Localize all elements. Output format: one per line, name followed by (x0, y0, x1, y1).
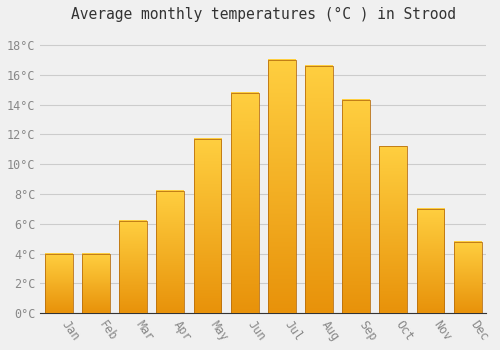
Bar (156, 191, 184, 313)
Bar (416, 209, 444, 313)
Bar (120, 221, 147, 313)
Bar (45, 254, 73, 313)
Bar (380, 146, 407, 313)
Bar (305, 66, 333, 313)
Bar (194, 139, 222, 313)
Bar (268, 60, 296, 313)
Title: Average monthly temperatures (°C ) in Strood: Average monthly temperatures (°C ) in St… (71, 7, 456, 22)
Bar (342, 100, 370, 313)
Bar (82, 254, 110, 313)
Bar (231, 93, 258, 313)
Bar (454, 242, 481, 313)
